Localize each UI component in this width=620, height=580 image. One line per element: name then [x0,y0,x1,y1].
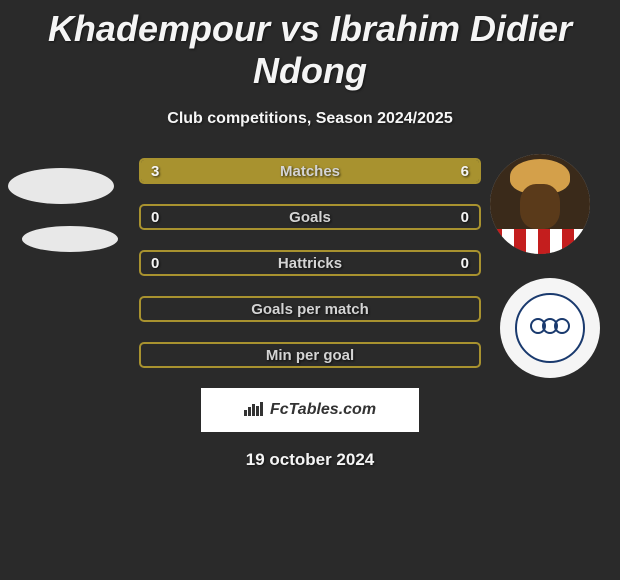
stat-label: Goals [289,209,331,226]
player1-avatar-placeholder [8,168,114,204]
club-logo-icon [515,293,585,363]
player2-club-logo [500,278,600,378]
site-watermark: FcTables.com [201,388,419,432]
stat-value-right: 6 [461,163,469,180]
stat-row-matches: 3 Matches 6 [139,158,481,184]
stat-bar: 0 Hattricks 0 [139,250,481,276]
stat-bar: Goals per match [139,296,481,322]
season-subtitle: Club competitions, Season 2024/2025 [0,110,620,128]
player1-club-placeholder [22,226,118,252]
stat-label: Goals per match [251,301,369,318]
player2-portrait [490,154,590,254]
stat-row-goals-per-match: Goals per match [139,296,481,322]
stat-row-hattricks: 0 Hattricks 0 [139,250,481,276]
stat-row-min-per-goal: Min per goal [139,342,481,368]
stat-value-right: 0 [461,255,469,272]
stat-value-left: 0 [151,255,159,272]
comparison-content: 3 Matches 6 0 Goals 0 0 Hattricks 0 Goal… [0,158,620,470]
stat-bar: Min per goal [139,342,481,368]
comparison-date: 19 october 2024 [0,450,620,470]
stat-value-left: 3 [151,163,159,180]
stat-bar: 0 Goals 0 [139,204,481,230]
stat-label: Min per goal [266,347,354,364]
stat-label: Matches [280,163,340,180]
stats-bars: 3 Matches 6 0 Goals 0 0 Hattricks 0 Goal… [139,158,481,368]
stat-value-right: 0 [461,209,469,226]
comparison-title: Khadempour vs Ibrahim Didier Ndong [0,0,620,92]
stat-bar: 3 Matches 6 [139,158,481,184]
watermark-text: FcTables.com [270,401,376,419]
player2-avatar [490,154,590,254]
stat-label: Hattricks [278,255,342,272]
stat-row-goals: 0 Goals 0 [139,204,481,230]
watermark-chart-icon [244,400,264,421]
stat-value-left: 0 [151,209,159,226]
